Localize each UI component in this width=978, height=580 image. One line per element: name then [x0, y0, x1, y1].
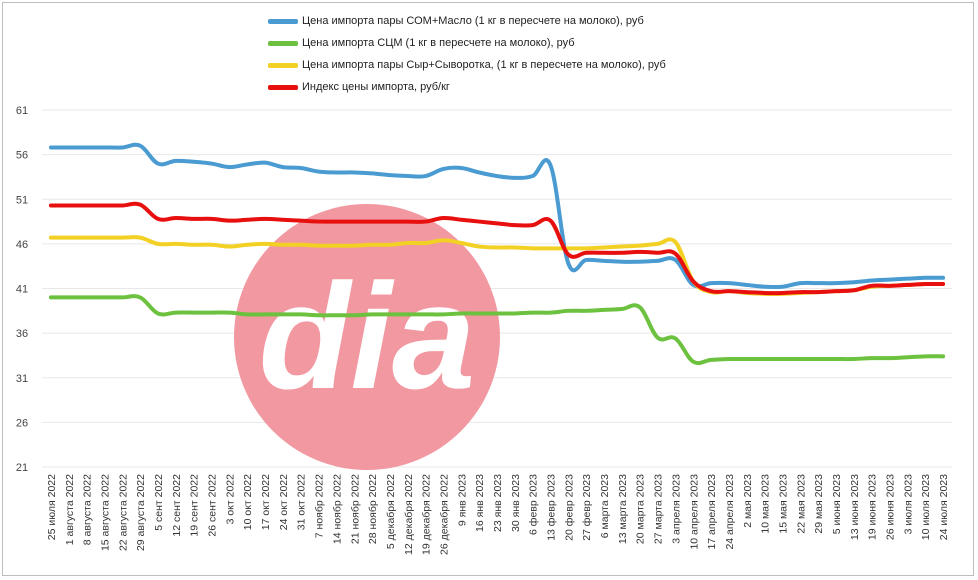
dia-watermark-logo: dia [234, 204, 500, 470]
x-tick-label: 22 мая 2023 [795, 474, 807, 534]
legend: Цена импорта пары СОМ+Масло (1 кг в пере… [268, 10, 666, 98]
x-tick-label: 19 июня 2023 [867, 474, 879, 540]
x-tick-label: 9 янв 2023 [456, 474, 468, 526]
x-tick-label: 10 июля 2023 [920, 474, 932, 540]
x-tick-label: 10 окт 2022 [242, 474, 254, 530]
y-tick-label: 51 [16, 194, 28, 206]
x-tick-label: 30 янв 2023 [510, 474, 522, 532]
legend-swatch-green [268, 40, 298, 46]
x-tick-label: 20 марта 2023 [635, 474, 647, 544]
series-line-scm [48, 294, 946, 366]
x-tick-label: 1 августа 2022 [64, 474, 76, 545]
legend-item-import-index: Индекс цены импорта, руб/кг [268, 76, 666, 98]
legend-item-scm: Цена импорта СЦМ (1 кг в пересчете на мо… [268, 32, 666, 54]
y-gridlines [42, 109, 952, 468]
series-line-syr-syvorotka [48, 235, 946, 296]
watermark-circle [234, 204, 500, 470]
y-tick-label: 56 [16, 150, 28, 162]
legend-swatch-red [268, 84, 298, 90]
legend-swatch-yellow [268, 62, 298, 68]
y-tick-label: 31 [16, 373, 28, 385]
y-tick-label: 26 [16, 417, 28, 429]
x-tick-label: 17 апреля 2023 [706, 474, 718, 550]
legend-item-syr-syvorotka: Цена импорта пары Сыр+Сыворотка, (1 кг в… [268, 54, 666, 76]
x-tick-label: 2 мая 2023 [742, 474, 754, 528]
x-tick-label: 6 февр 2023 [528, 474, 540, 535]
series-line-com-maslo [48, 142, 946, 290]
x-tick-label: 10 мая 2023 [760, 474, 772, 534]
x-tick-label: 13 февр 2023 [546, 474, 558, 541]
x-tick-label: 13 марта 2023 [617, 474, 629, 544]
x-tick-label: 22 августа 2022 [117, 474, 129, 551]
x-tick-label: 3 апреля 2023 [670, 474, 682, 544]
x-tick-label: 19 сент 2022 [189, 474, 201, 537]
legend-swatch-blue [268, 18, 298, 24]
x-tick-label: 15 мая 2023 [777, 474, 789, 534]
series-lines [48, 142, 946, 366]
x-tick-label: 26 декабря 2022 [438, 474, 450, 555]
watermark-text: dia [259, 252, 476, 420]
x-tick-label: 13 июня 2023 [849, 474, 861, 540]
y-tick-label: 41 [16, 284, 28, 296]
y-tick-label: 21 [16, 462, 28, 474]
x-tick-label: 29 мая 2023 [813, 474, 825, 534]
x-tick-label: 7 ноябр 2022 [314, 474, 326, 538]
x-tick-label: 19 декабря 2022 [421, 474, 433, 555]
x-tick-label: 17 окт 2022 [260, 474, 272, 530]
x-tick-label: 24 апреля 2023 [724, 474, 736, 550]
x-tick-label: 10 апреля 2023 [688, 474, 700, 550]
y-tick-label: 46 [16, 239, 28, 251]
x-tick-label: 27 февр 2023 [581, 474, 593, 541]
x-tick-label: 21 ноябр 2022 [349, 474, 361, 544]
x-tick-label: 20 февр 2023 [563, 474, 575, 541]
x-tick-label: 12 сент 2022 [171, 474, 183, 537]
legend-item-com-maslo: Цена импорта пары СОМ+Масло (1 кг в пере… [268, 10, 666, 32]
x-tick-label: 12 декабря 2022 [403, 474, 415, 555]
y-axis-ticks: 21 26 31 36 41 46 51 56 61 [16, 105, 28, 474]
x-tick-label: 26 сент 2022 [207, 474, 219, 537]
x-tick-label: 5 декабря 2022 [385, 474, 397, 549]
x-tick-label: 14 ноябр 2022 [331, 474, 343, 544]
x-tick-label: 27 марта 2023 [653, 474, 665, 544]
x-tick-label: 25 июля 2022 [46, 474, 58, 540]
x-tick-label: 5 сент 2022 [153, 474, 165, 531]
x-axis-ticks: 25 июля 2022 1 августа 2022 8 августа 2022… [46, 474, 950, 555]
x-tick-label: 24 окт 2022 [278, 474, 290, 530]
x-tick-label: 8 августа 2022 [82, 474, 94, 545]
legend-label: Цена импорта пары СОМ+Масло (1 кг в пере… [302, 15, 644, 27]
series-line-import-index [48, 201, 946, 296]
x-tick-label: 5 июня 2023 [831, 474, 843, 534]
x-tick-label: 26 июня 2023 [885, 474, 897, 540]
x-tick-label: 28 ноябр 2022 [367, 474, 379, 544]
x-tick-label: 6 марта 2023 [599, 474, 611, 538]
x-tick-label: 23 янв 2023 [492, 474, 504, 532]
x-tick-label: 31 окт 2022 [296, 474, 308, 530]
x-tick-label: 29 августа 2022 [135, 474, 147, 551]
y-tick-label: 36 [16, 328, 28, 340]
legend-label: Цена импорта СЦМ (1 кг в пересчете на мо… [302, 37, 575, 49]
x-tick-label: 3 окт 2022 [224, 474, 236, 525]
y-tick-label: 61 [16, 105, 28, 117]
legend-label: Индекс цены импорта, руб/кг [302, 81, 450, 93]
legend-label: Цена импорта пары Сыр+Сыворотка, (1 кг в… [302, 59, 666, 71]
x-tick-label: 16 янв 2023 [474, 474, 486, 532]
x-tick-label: 3 июля 2023 [902, 474, 914, 535]
x-tick-label: 24 июля 2023 [938, 474, 950, 540]
x-tick-label: 15 августа 2022 [99, 474, 111, 551]
